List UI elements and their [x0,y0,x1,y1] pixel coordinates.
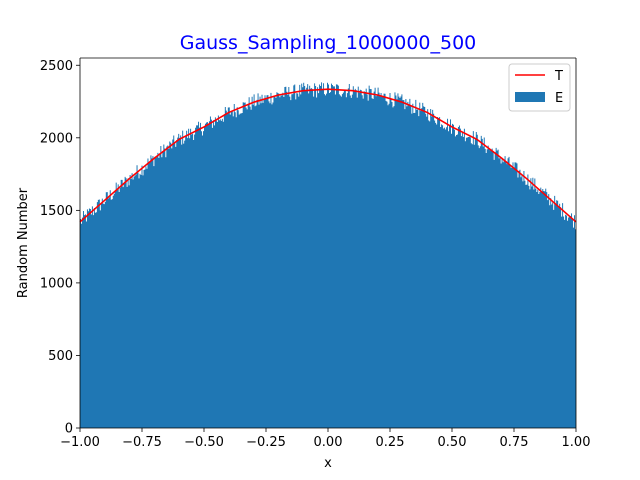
legend-label-t: T [554,69,563,84]
x-axis-label: x [324,456,332,471]
x-tick-label: 1.00 [562,435,591,450]
y-tick-label: 2500 [40,59,73,74]
x-tick-label: −0.25 [246,435,286,450]
histogram-bar-series-e [80,82,576,429]
y-tick-label: 500 [48,349,73,364]
x-tick-label: −1.00 [60,435,100,450]
y-tick-label: 1000 [40,276,73,291]
x-axis-ticks: −1.00 −0.75 −0.50 −0.25 0.00 0.25 0.50 0.75 1.00 [60,428,590,450]
x-tick-label: −0.75 [122,435,162,450]
y-axis-label: Random Number [16,187,31,298]
chart-title: Gauss_Sampling_1000000_500 [180,32,477,54]
theory-curve-line [79,88,577,223]
y-tick-label: 2000 [40,131,73,146]
y-tick-label: 0 [65,422,73,437]
y-tick-label: 1500 [40,204,73,219]
legend-swatch-patch-e [515,92,545,102]
legend: T E [508,63,571,112]
x-tick-label: 0.00 [314,435,343,450]
x-tick-label: 0.50 [438,435,467,450]
x-tick-label: −0.50 [184,435,224,450]
x-tick-label: 0.75 [500,435,529,450]
histogram-bars [80,82,576,429]
x-tick-label: 0.25 [376,435,405,450]
y-axis-ticks: 0 500 1000 1500 2000 2500 [40,59,80,437]
legend-label-e: E [555,91,563,106]
